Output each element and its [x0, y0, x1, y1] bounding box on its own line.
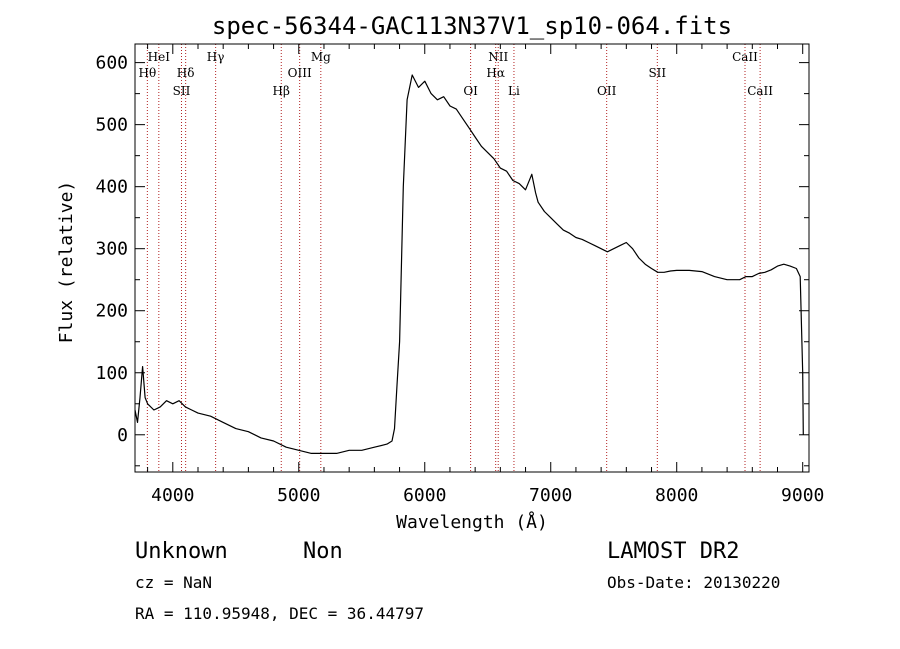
line-marker-label: OIII [288, 66, 312, 80]
line-marker-label: OII [597, 84, 617, 98]
line-marker-label: Hδ [177, 66, 195, 80]
x-tick-label: 8000 [655, 485, 698, 506]
object-class: Unknown [135, 539, 228, 564]
y-tick-label: 500 [95, 115, 128, 136]
line-marker-label: NII [488, 50, 508, 64]
x-tick-label: 9000 [781, 485, 824, 506]
plot-frame [134, 43, 810, 473]
x-tick-label: 6000 [403, 485, 446, 506]
chart-title: spec-56344-GAC113N37V1_sp10-064.fits [212, 12, 732, 40]
line-marker-label: SII [648, 66, 666, 80]
line-marker-label: OI [463, 84, 478, 98]
y-tick-label: 0 [117, 425, 128, 446]
line-marker-label: Hα [486, 66, 505, 80]
line-marker-label: Hβ [273, 84, 290, 98]
obs-date-text: Obs-Date: 20130220 [607, 573, 780, 592]
y-axis-label: Flux (relative) [56, 181, 77, 344]
line-markers: HeI Hθ Hδ SII Hγ Mg OIII Hβ NII Hα OI Li OII SII CaII C… [138, 44, 773, 472]
y-tick-label: 400 [95, 177, 128, 198]
line-marker-label: HeI [148, 50, 171, 64]
x-axis-label: Wavelength (Å) [396, 511, 548, 533]
x-tick-label: 4000 [151, 485, 194, 506]
series-group [134, 74, 804, 454]
line-marker-label: CaII [732, 50, 758, 64]
object-subclass: Non [303, 539, 343, 564]
line-marker-label: Li [508, 84, 520, 98]
y-tick-label: 600 [95, 53, 128, 74]
line-marker-label: Hθ [138, 66, 156, 80]
axis-ticks: 4000 5000 6000 7000 8000 9000 0 100 200 300 400 500… [95, 44, 824, 506]
coordinates-text: RA = 110.95948, DEC = 36.44797 [135, 604, 424, 623]
redshift-text: cz = NaN [135, 573, 212, 592]
line-marker-label: Hγ [207, 50, 225, 64]
spectrum-line [134, 74, 804, 454]
line-marker-label: SII [173, 84, 191, 98]
y-tick-label: 100 [95, 363, 128, 384]
line-marker-label: Mg [311, 50, 331, 64]
survey-name: LAMOST DR2 [607, 539, 739, 564]
x-tick-label: 5000 [277, 485, 320, 506]
y-tick-label: 200 [95, 301, 128, 322]
x-tick-label: 7000 [529, 485, 572, 506]
y-tick-label: 300 [95, 239, 128, 260]
line-marker-label: CaII [747, 84, 773, 98]
